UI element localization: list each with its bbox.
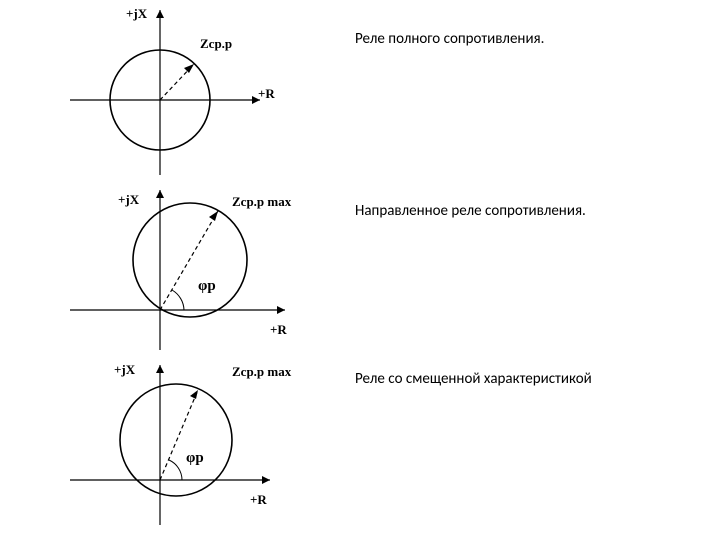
diagram-1: +jX +R Zср.р [0, 0, 340, 180]
vector-zcp-1 [0, 0, 340, 180]
label-jx-2: +jX [118, 192, 139, 208]
label-jx-3: +jX [114, 362, 135, 378]
panel-offset: +jX +R Zср.р max φр Реле со смещенной ха… [0, 360, 720, 540]
diagram-3: +jX +R Zср.р max φр [0, 360, 340, 540]
label-phi-3: φр [186, 450, 204, 467]
label-phi-2: φр [198, 278, 216, 295]
panel-full-impedance: +jX +R Zср.р Реле полного сопротивления. [0, 0, 720, 180]
caption-3: Реле со смещенной характеристикой [355, 370, 592, 388]
vector-zcp-3 [0, 360, 340, 540]
label-zcp-2: Zср.р max [232, 194, 291, 210]
panel-directional: +jX +R Zср.р max φр Направленное реле со… [0, 180, 720, 360]
label-r-3: +R [250, 492, 267, 508]
label-zcp-3: Zср.р max [232, 364, 291, 380]
caption-2: Направленное реле сопротивления. [355, 202, 586, 220]
caption-1: Реле полного сопротивления. [355, 30, 544, 48]
label-r-2: +R [270, 322, 287, 338]
label-jx-1: +jX [126, 6, 147, 22]
label-zcp-1: Zср.р [200, 36, 232, 52]
label-r-1: +R [258, 86, 275, 102]
diagram-2: +jX +R Zср.р max φр [0, 180, 340, 360]
